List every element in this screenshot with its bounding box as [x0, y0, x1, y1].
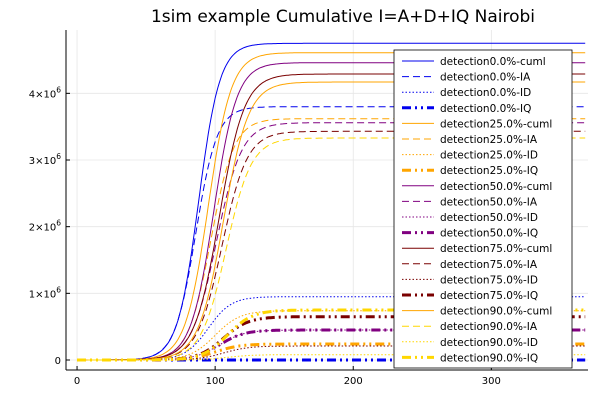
- axes: 0 100 200 300 0 1×106 2×106 3×106 4×106: [29, 30, 588, 387]
- legend-label: detection75.0%-IA: [440, 259, 538, 271]
- legend-label: detection0.0%-cuml: [440, 56, 546, 68]
- legend-label: detection50.0%-ID: [440, 212, 538, 224]
- chart-title: 1sim example Cumulative I=A+D+IQ Nairobi: [151, 7, 535, 27]
- y-tick-label: 1×106: [29, 285, 61, 300]
- legend-label: detection50.0%-IA: [440, 196, 538, 208]
- legend-label: detection25.0%-ID: [440, 150, 538, 162]
- legend-label: detection90.0%-IA: [440, 321, 538, 333]
- x-tick-label: 300: [482, 376, 501, 387]
- legend-label: detection0.0%-IQ: [440, 103, 531, 115]
- legend-label: detection75.0%-ID: [440, 274, 538, 286]
- legend-label: detection90.0%-IQ: [440, 352, 538, 364]
- legend: detection0.0%-cuml detection0.0%-IA detect…: [393, 49, 573, 369]
- series-line-6: [77, 118, 586, 361]
- x-tick-label: 0: [74, 376, 80, 387]
- legend-label: detection25.0%-IQ: [440, 165, 538, 177]
- legend-label: detection0.0%-IA: [440, 72, 531, 84]
- y-tick-label: 3×106: [29, 152, 61, 167]
- y-tick-label: 0: [55, 356, 61, 367]
- legend-label: detection90.0%-cuml: [440, 306, 552, 318]
- legend-label: detection0.0%-ID: [440, 87, 531, 99]
- legend-label: detection75.0%-cuml: [440, 243, 552, 255]
- legend-label: detection75.0%-IQ: [440, 290, 538, 302]
- x-tick-label: 200: [344, 376, 363, 387]
- legend-label: detection50.0%-IQ: [440, 228, 538, 240]
- y-tick-label: 4×106: [29, 85, 61, 100]
- series-line-18: [77, 137, 586, 361]
- legend-label: detection25.0%-IA: [440, 134, 538, 146]
- legend-box: [393, 49, 573, 369]
- legend-label: detection25.0%-cuml: [440, 118, 552, 130]
- y-tick-label: 2×106: [29, 219, 61, 234]
- x-tick-label: 100: [206, 376, 225, 387]
- series-line-1: [77, 42, 586, 361]
- legend-label: detection50.0%-cuml: [440, 181, 552, 193]
- legend-label: detection90.0%-ID: [440, 337, 538, 349]
